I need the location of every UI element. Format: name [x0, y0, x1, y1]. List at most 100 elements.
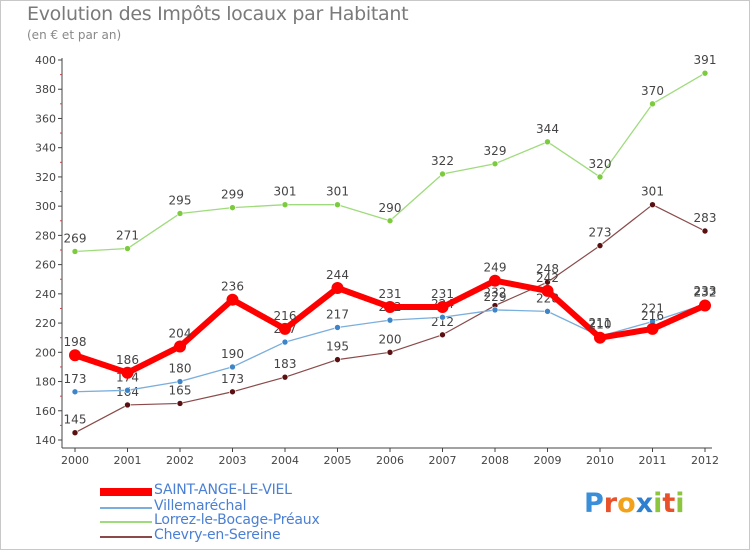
- y-tick-label: 300: [35, 200, 56, 213]
- data-label-chevry-en-sereine: 301: [641, 185, 664, 199]
- data-label-chevry-en-sereine: 173: [221, 372, 244, 386]
- data-point-saint-ange-le-viel: [489, 274, 501, 287]
- data-label-villemarechal: 217: [326, 307, 349, 321]
- data-label-chevry-en-sereine: 212: [431, 315, 454, 329]
- data-label-saint-ange-le-viel: 231: [431, 287, 454, 301]
- x-tick-label: 2007: [429, 454, 457, 467]
- data-point-villemarechal: [176, 378, 184, 385]
- chart-subtitle: (en € et par an): [27, 28, 122, 42]
- data-point-chevry-en-sereine: [71, 429, 79, 436]
- data-point-saint-ange-le-viel: [279, 322, 291, 335]
- data-point-lorrez-le-bocage-preaux: [124, 245, 131, 252]
- data-label-villemarechal: 229: [484, 290, 507, 304]
- data-point-saint-ange-le-viel: [384, 301, 396, 313]
- data-point-villemarechal: [491, 306, 499, 314]
- data-label-chevry-en-sereine: 195: [326, 340, 349, 354]
- logo-letter: i: [653, 488, 663, 519]
- data-label-lorrez-le-bocage-preaux: 320: [589, 157, 612, 171]
- data-point-chevry-en-sereine: [281, 373, 289, 381]
- x-tick-label: 2006: [376, 454, 404, 467]
- data-label-saint-ange-le-viel: 244: [326, 268, 349, 282]
- y-tick-label: 200: [35, 346, 56, 359]
- data-label-lorrez-le-bocage-preaux: 301: [326, 185, 349, 199]
- y-tick-label: 160: [35, 405, 56, 418]
- data-label-lorrez-le-bocage-preaux: 299: [221, 188, 244, 202]
- logo-letter: P: [584, 488, 604, 519]
- data-label-saint-ange-le-viel: 249: [484, 261, 507, 275]
- data-point-saint-ange-le-viel: [436, 301, 449, 313]
- data-point-villemarechal: [386, 316, 394, 324]
- data-point-lorrez-le-bocage-preaux: [649, 100, 656, 108]
- x-tick-label: 2008: [481, 454, 509, 467]
- data-label-lorrez-le-bocage-preaux: 370: [641, 84, 664, 98]
- x-tick-label: 2000: [61, 454, 89, 467]
- data-point-chevry-en-sereine: [229, 388, 236, 396]
- data-label-villemarechal: 180: [169, 362, 192, 376]
- data-label-lorrez-le-bocage-preaux: 322: [431, 154, 454, 168]
- data-point-villemarechal: [544, 308, 551, 315]
- x-tick-label: 2005: [324, 454, 352, 467]
- data-label-chevry-en-sereine: 183: [274, 357, 297, 371]
- x-tick-label: 2003: [219, 454, 247, 467]
- data-label-saint-ange-le-viel: 216: [641, 309, 664, 323]
- data-point-saint-ange-le-viel: [541, 284, 554, 297]
- logo-letter: t: [662, 488, 676, 519]
- x-tick-label: 2009: [534, 454, 562, 467]
- logo-letter: x: [635, 488, 654, 519]
- y-tick-label: 260: [35, 259, 56, 272]
- data-label-lorrez-le-bocage-preaux: 344: [536, 122, 559, 136]
- data-label-villemarechal: 211: [589, 316, 612, 330]
- legend-swatch-villemarechal: [100, 507, 152, 509]
- y-tick-label: 220: [35, 317, 56, 330]
- data-point-villemarechal: [71, 388, 79, 396]
- data-label-villemarechal: 221: [641, 302, 664, 316]
- data-point-villemarechal: [281, 338, 289, 346]
- logo-letter: o: [617, 488, 636, 519]
- data-point-saint-ange-le-viel: [646, 322, 659, 335]
- data-point-lorrez-le-bocage-preaux: [544, 138, 551, 146]
- chart-title: Evolution des Impôts locaux par Habitant: [27, 3, 409, 25]
- data-point-chevry-en-sereine: [386, 349, 394, 356]
- data-point-chevry-en-sereine: [701, 227, 709, 235]
- data-point-saint-ange-le-viel: [121, 366, 134, 379]
- data-point-saint-ange-le-viel: [174, 340, 186, 353]
- y-tick-label: 380: [35, 83, 56, 96]
- data-point-villemarechal: [124, 387, 131, 394]
- data-point-saint-ange-le-viel: [331, 282, 344, 294]
- data-point-chevry-en-sereine: [649, 201, 656, 208]
- data-point-villemarechal: [229, 363, 236, 371]
- data-label-saint-ange-le-viel: 204: [169, 326, 192, 340]
- x-tick-label: 2001: [114, 454, 142, 467]
- y-tick-label: 360: [35, 112, 56, 125]
- data-label-lorrez-le-bocage-preaux: 269: [64, 231, 87, 245]
- data-label-chevry-en-sereine: 200: [379, 332, 402, 346]
- data-label-saint-ange-le-viel: 216: [274, 309, 297, 323]
- x-tick-label: 2010: [586, 454, 614, 467]
- logo-letter: i: [675, 488, 685, 519]
- x-tick-label: 2011: [639, 454, 667, 467]
- data-point-saint-ange-le-viel: [594, 331, 606, 344]
- data-point-lorrez-le-bocage-preaux: [491, 160, 499, 168]
- legend-label: Lorrez-le-Bocage-Préaux: [154, 512, 320, 528]
- y-tick-label: 180: [35, 376, 56, 389]
- data-point-lorrez-le-bocage-preaux: [334, 201, 341, 208]
- data-point-chevry-en-sereine: [176, 400, 184, 407]
- data-point-villemarechal: [439, 313, 446, 321]
- data-label-saint-ange-le-viel: 232: [694, 286, 717, 300]
- data-point-lorrez-le-bocage-preaux: [71, 248, 79, 255]
- data-label-saint-ange-le-viel: 198: [64, 335, 87, 349]
- y-tick-label: 340: [35, 142, 56, 155]
- data-label-chevry-en-sereine: 273: [589, 226, 612, 240]
- y-tick-label: 400: [35, 54, 56, 67]
- y-tick-label: 140: [35, 434, 56, 447]
- data-label-chevry-en-sereine: 248: [536, 262, 559, 276]
- data-label-saint-ange-le-viel: 242: [536, 271, 559, 285]
- data-label-lorrez-le-bocage-preaux: 271: [116, 229, 139, 243]
- data-label-saint-ange-le-viel: 231: [379, 287, 402, 301]
- y-tick-label: 280: [35, 229, 56, 242]
- data-label-chevry-en-sereine: 165: [169, 383, 192, 397]
- data-point-chevry-en-sereine: [439, 331, 446, 339]
- data-point-lorrez-le-bocage-preaux: [596, 173, 604, 181]
